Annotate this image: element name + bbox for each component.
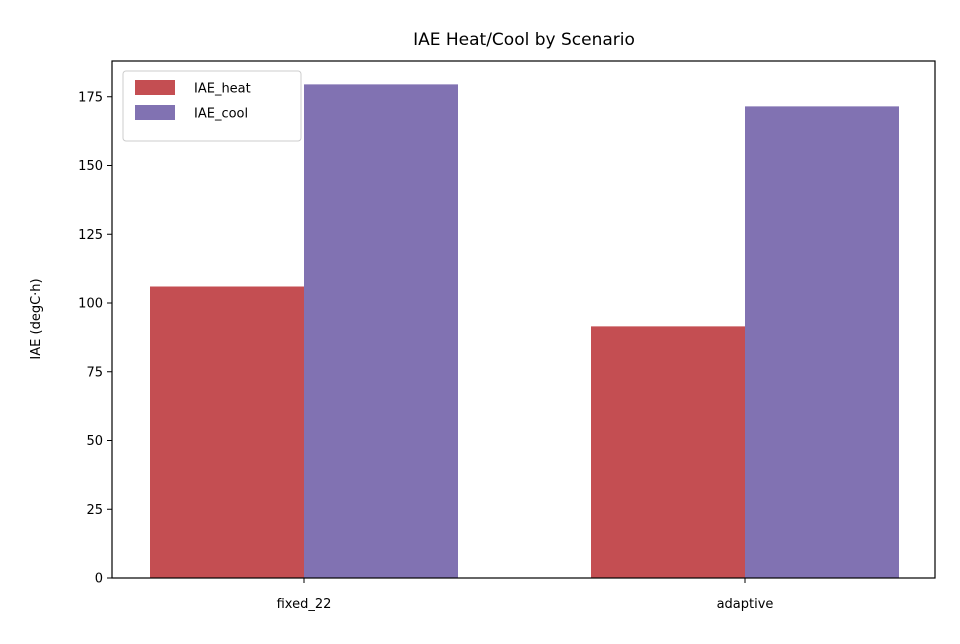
y-tick-label: 100 [78, 297, 103, 312]
bar-iae-heat-fixed-22 [150, 286, 304, 578]
y-tick-label: 150 [78, 159, 103, 174]
bars-layer [150, 84, 899, 578]
plot-frame [111, 60, 936, 579]
y-tick-label: 175 [78, 90, 103, 105]
bar-iae-heat-adaptive [591, 326, 745, 578]
legend-swatch-iae-heat [135, 80, 175, 95]
y-axis-label: IAE (degC·h) [29, 278, 44, 359]
legend-label-iae-heat: IAE_heat [194, 82, 251, 97]
y-tick-label: 0 [95, 572, 103, 587]
y-tick-label: 75 [86, 365, 103, 380]
bar-iae-cool-fixed-22 [304, 84, 458, 578]
y-tick-label: 25 [86, 503, 103, 518]
legend-label-iae-cool: IAE_cool [194, 107, 248, 122]
x-tick-label-fixed-22: fixed_22 [277, 597, 332, 612]
y-axis: 0 25 50 75 100 125 150 175 [78, 90, 112, 587]
chart-title: IAE Heat/Cool by Scenario [413, 30, 635, 50]
legend-swatch-iae-cool [135, 105, 175, 120]
legend: IAE_heat IAE_cool [122, 70, 302, 142]
x-tick-label-adaptive: adaptive [717, 597, 774, 612]
x-axis: fixed_22 adaptive [277, 578, 774, 612]
y-tick-label: 125 [78, 228, 103, 243]
y-tick-label: 50 [86, 434, 103, 449]
legend-items: IAE_heat IAE_cool [135, 80, 251, 122]
bar-iae-cool-adaptive [745, 106, 899, 578]
